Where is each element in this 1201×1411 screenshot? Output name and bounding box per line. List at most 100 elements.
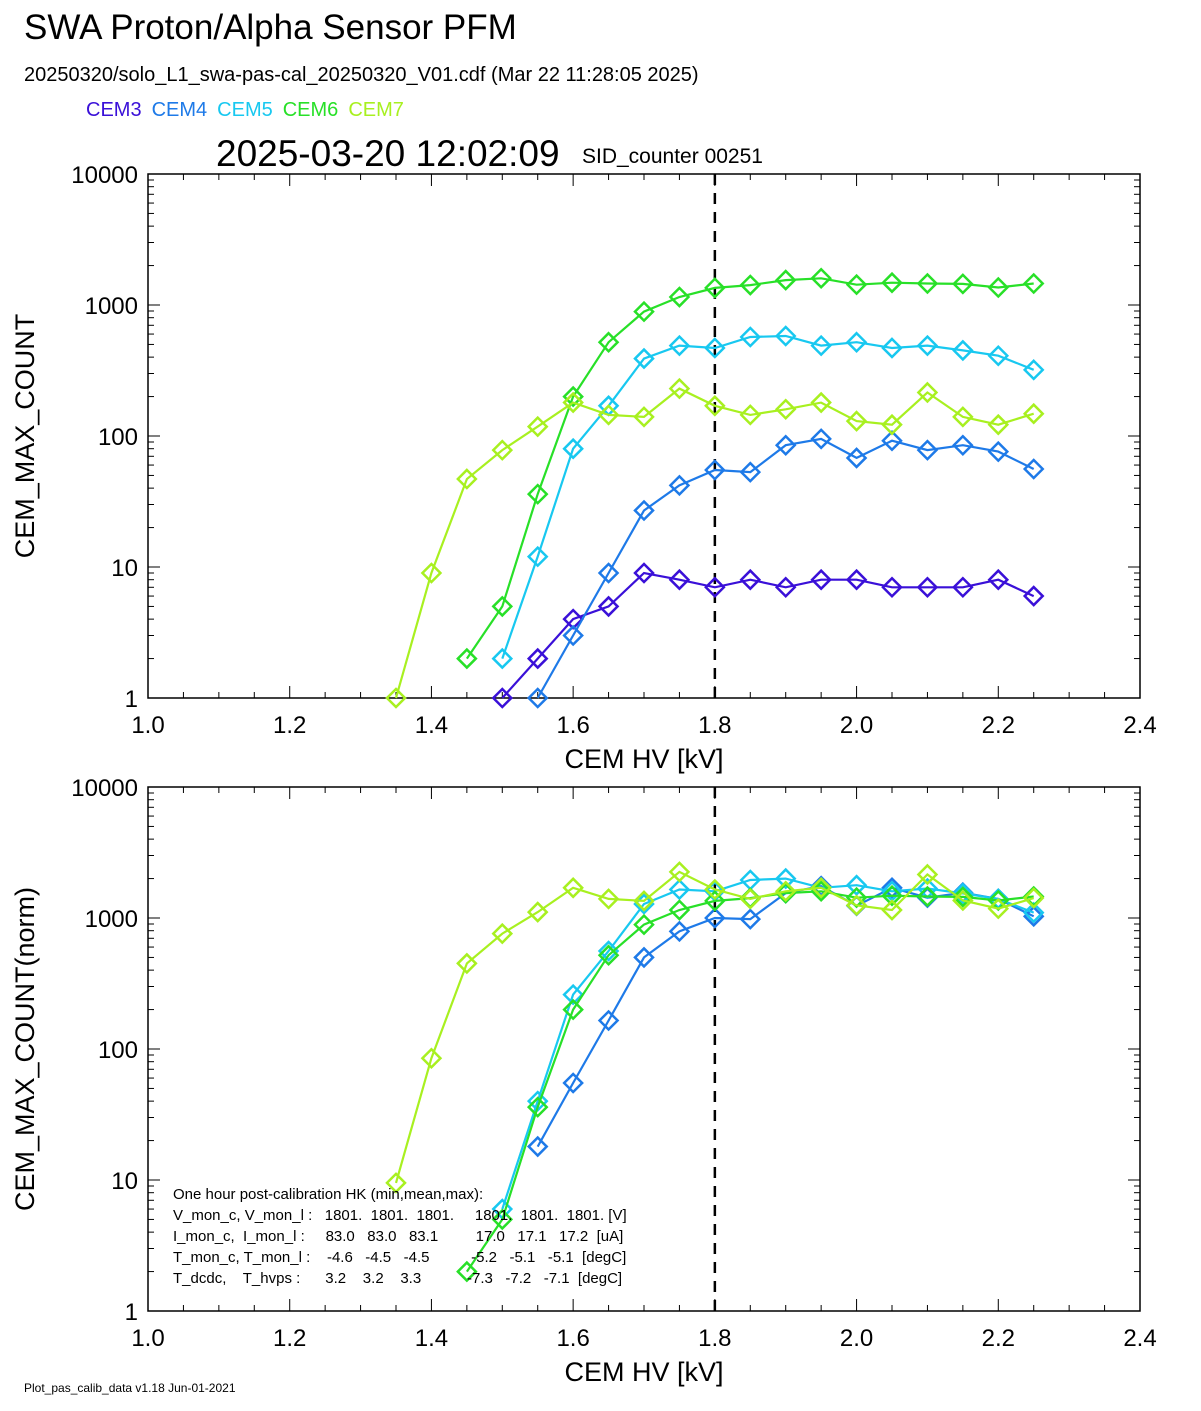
data-point-cem5 bbox=[845, 874, 868, 896]
data-point-cem6 bbox=[491, 1208, 514, 1231]
data-point-cem6 bbox=[562, 998, 584, 1021]
data-point-cem6 bbox=[668, 899, 691, 921]
page-title: SWA Proton/Alpha Sensor PFM bbox=[24, 8, 517, 47]
data-point-cem7 bbox=[597, 404, 620, 426]
y-tick-label-0: 100 bbox=[98, 424, 138, 451]
data-point-cem5 bbox=[491, 647, 514, 670]
data-point-cem7 bbox=[987, 413, 1010, 436]
data-point-cem4 bbox=[562, 1072, 584, 1094]
data-point-cem5 bbox=[810, 334, 832, 357]
data-point-cem4 bbox=[774, 434, 797, 457]
data-point-cem6 bbox=[845, 273, 868, 296]
data-point-cem3 bbox=[668, 568, 691, 591]
data-point-cem5 bbox=[668, 334, 691, 357]
data-point-cem7 bbox=[952, 406, 974, 428]
data-point-cem3 bbox=[952, 576, 974, 599]
x-tick-label-1: 1.6 bbox=[556, 1325, 589, 1352]
data-point-cem4 bbox=[668, 474, 691, 497]
y-tick-label-0: 10000 bbox=[71, 162, 138, 189]
data-point-cem7 bbox=[845, 410, 868, 432]
y-tick-label-0: 1 bbox=[125, 686, 138, 713]
data-point-cem3 bbox=[739, 568, 762, 591]
data-point-cem5 bbox=[952, 339, 974, 362]
data-point-cem7 bbox=[562, 391, 584, 414]
y-tick-label-1: 10 bbox=[111, 1168, 138, 1195]
data-point-cem6 bbox=[881, 884, 903, 907]
data-point-cem4 bbox=[952, 434, 974, 457]
data-point-cem3 bbox=[633, 562, 655, 584]
data-point-cem7 bbox=[385, 1172, 407, 1194]
data-point-cem3 bbox=[597, 595, 620, 618]
data-point-cem7 bbox=[774, 398, 797, 421]
data-point-cem7 bbox=[845, 894, 868, 917]
x-tick-label-0: 1.4 bbox=[415, 712, 448, 739]
data-point-cem6 bbox=[668, 286, 691, 308]
data-point-cem5 bbox=[774, 867, 797, 890]
data-point-cem6 bbox=[1022, 272, 1045, 295]
data-point-cem6 bbox=[952, 886, 974, 908]
data-point-cem6 bbox=[456, 647, 478, 670]
hk-row: I_mon_c, I_mon_l : 83.0 83.0 83.1 17.0 1… bbox=[173, 1228, 623, 1245]
data-point-cem5 bbox=[952, 882, 974, 905]
data-point-cem4 bbox=[916, 439, 939, 461]
data-point-cem4 bbox=[562, 624, 584, 647]
data-point-cem4 bbox=[704, 459, 726, 481]
x-tick-label-0: 1.0 bbox=[131, 712, 164, 739]
data-point-cem6 bbox=[562, 385, 584, 408]
data-point-cem7 bbox=[739, 888, 762, 910]
footer-version: Plot_pas_calib_data v1.18 Jun-01-2021 bbox=[24, 1381, 236, 1395]
data-point-cem7 bbox=[987, 897, 1010, 920]
data-point-cem5 bbox=[633, 347, 655, 370]
y-axis-label-0: CEM_MAX_COUNT bbox=[10, 314, 40, 559]
data-point-cem5 bbox=[916, 334, 939, 357]
data-point-cem7 bbox=[526, 901, 549, 923]
data-point-cem4 bbox=[881, 877, 903, 899]
y-tick-label-0: 1000 bbox=[85, 293, 138, 320]
data-point-cem3 bbox=[774, 576, 797, 599]
data-point-cem6 bbox=[633, 300, 655, 323]
y-axis-label-1: CEM_MAX_COUNT(norm) bbox=[10, 887, 40, 1211]
data-point-cem7 bbox=[1022, 402, 1045, 425]
data-point-cem7 bbox=[774, 880, 797, 903]
data-point-cem3 bbox=[987, 568, 1010, 591]
data-point-cem6 bbox=[881, 271, 903, 294]
data-point-cem6 bbox=[916, 272, 939, 295]
legend-entry-cem7: CEM7 bbox=[348, 99, 404, 121]
legend-entry-cem6: CEM6 bbox=[282, 99, 339, 121]
data-point-cem7 bbox=[810, 391, 832, 414]
x-tick-label-1: 2.2 bbox=[982, 1325, 1015, 1352]
data-point-cem3 bbox=[845, 568, 868, 591]
data-point-cem7 bbox=[881, 899, 903, 921]
data-point-cem6 bbox=[526, 1096, 549, 1118]
sid-counter: SID_counter 00251 bbox=[582, 145, 763, 168]
data-point-cem5 bbox=[562, 983, 584, 1006]
data-point-cem6 bbox=[987, 276, 1010, 299]
data-point-cem4 bbox=[1022, 905, 1045, 928]
data-point-cem5 bbox=[704, 337, 726, 359]
hk-title: One hour post-calibration HK (min,mean,m… bbox=[173, 1186, 483, 1203]
data-point-cem7 bbox=[952, 889, 974, 912]
x-tick-label-1: 2.0 bbox=[840, 1325, 873, 1352]
data-point-cem6 bbox=[456, 1260, 478, 1283]
x-axis-label-1: CEM HV [kV] bbox=[564, 1357, 723, 1387]
x-tick-label-1: 1.0 bbox=[131, 1325, 164, 1352]
data-point-cem5 bbox=[597, 940, 620, 962]
data-point-cem5 bbox=[526, 545, 549, 568]
hk-row: V_mon_c, V_mon_l : 1801. 1801. 1801. 180… bbox=[173, 1207, 627, 1224]
data-point-cem5 bbox=[1022, 359, 1045, 381]
data-point-cem5 bbox=[881, 337, 903, 359]
data-point-cem4 bbox=[704, 907, 726, 929]
legend-entry-cem3: CEM3 bbox=[86, 99, 142, 121]
data-point-cem6 bbox=[739, 274, 762, 296]
data-point-cem4 bbox=[633, 499, 655, 522]
data-point-cem7 bbox=[704, 878, 726, 901]
data-point-cem7 bbox=[562, 877, 584, 899]
data-point-cem7 bbox=[1022, 887, 1045, 909]
series-line-cem5 bbox=[501, 877, 1035, 1210]
series-line-cem7 bbox=[394, 870, 1035, 1184]
data-point-cem6 bbox=[774, 269, 797, 291]
data-point-cem6 bbox=[633, 913, 655, 936]
data-point-cem4 bbox=[739, 908, 762, 930]
x-tick-label-0: 2.0 bbox=[840, 712, 873, 739]
x-tick-label-1: 1.4 bbox=[415, 1325, 448, 1352]
